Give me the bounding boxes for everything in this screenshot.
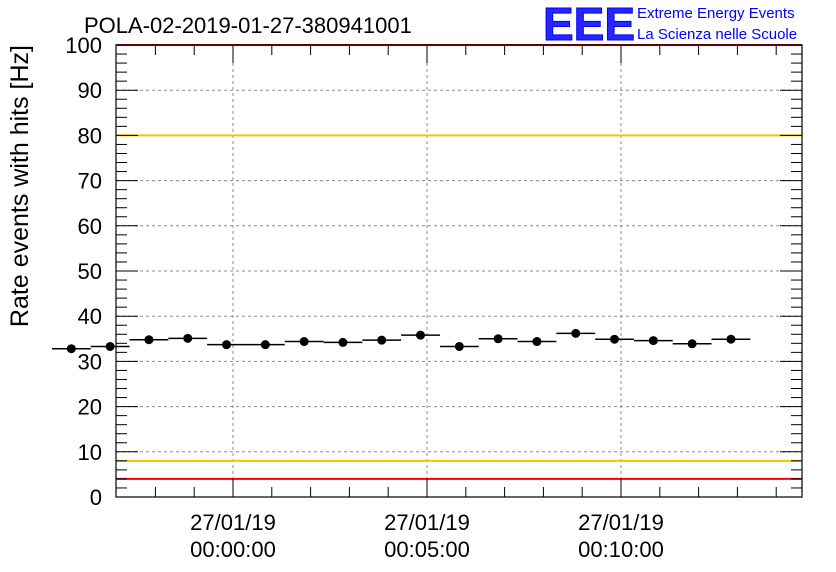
y-tick-label: 80: [78, 123, 102, 148]
data-point: [416, 330, 426, 340]
data-point: [610, 334, 620, 344]
y-axis-label: Rate events with hits [Hz]: [6, 45, 34, 327]
data-point: [726, 334, 736, 344]
axis-ticks: [116, 44, 802, 498]
data-point: [105, 341, 115, 351]
x-tick-label-date: 27/01/19: [384, 510, 470, 535]
y-tick-label: 20: [78, 395, 102, 420]
x-tick-label-time: 00:00:00: [190, 537, 276, 562]
logo-line-1: Extreme Energy Events: [637, 5, 795, 22]
x-tick-labels: 27/01/1900:00:0027/01/1900:05:0027/01/19…: [190, 510, 664, 562]
y-tick-label: 30: [78, 349, 102, 374]
x-tick-label-date: 27/01/19: [578, 510, 664, 535]
data-point: [648, 336, 658, 346]
y-tick-labels: 0 10 20 30 40 50 60 70 80 90 100: [65, 33, 102, 510]
plot-frame: [115, 44, 803, 498]
data-points: [51, 328, 751, 354]
data-point: [377, 335, 387, 345]
logo-mark: EEE: [543, 0, 635, 50]
data-point: [454, 341, 464, 351]
data-point: [144, 335, 154, 345]
data-point: [183, 333, 193, 343]
eee-logo: EEE Extreme Energy Events La Scienza nel…: [543, 0, 798, 51]
x-tick-label-time: 00:10:00: [578, 537, 664, 562]
data-point: [687, 339, 697, 349]
y-tick-label: 70: [78, 169, 102, 194]
data-point: [571, 328, 581, 338]
data-point: [222, 340, 232, 350]
data-point: [493, 334, 503, 344]
grid: [116, 45, 802, 497]
logo-line-2: La Scienza nelle Scuole: [637, 26, 797, 43]
data-point: [532, 337, 542, 347]
x-tick-label-time: 00:05:00: [384, 537, 470, 562]
y-tick-label: 90: [78, 78, 102, 103]
y-tick-label: 40: [78, 304, 102, 329]
data-point: [66, 344, 76, 354]
chart-title: POLA-02-2019-01-27-380941001: [84, 13, 412, 38]
x-tick-label-date: 27/01/19: [190, 510, 276, 535]
data-point: [299, 337, 309, 347]
data-point: [260, 340, 270, 350]
y-tick-label: 0: [90, 485, 102, 510]
y-tick-label: 60: [78, 214, 102, 239]
y-tick-label: 50: [78, 259, 102, 284]
y-tick-label: 100: [65, 33, 102, 58]
reference-lines: [116, 44, 802, 480]
data-point: [338, 337, 348, 347]
y-tick-label: 10: [78, 440, 102, 465]
